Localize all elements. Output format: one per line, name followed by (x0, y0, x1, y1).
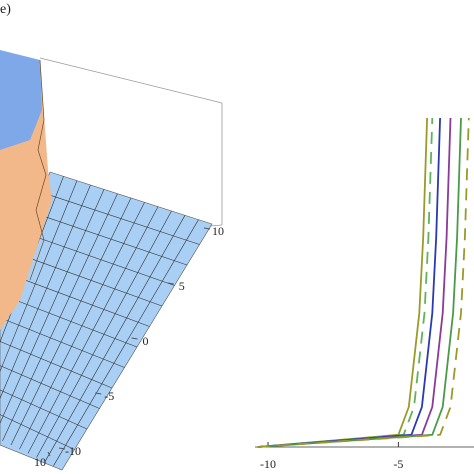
line-series (257, 117, 434, 448)
tick-mark (167, 282, 174, 285)
grid-line (0, 414, 75, 450)
x-tick-label: -10 (260, 457, 276, 471)
x-tick-label: 10 (34, 455, 46, 469)
y-tick-label: -5 (104, 389, 114, 403)
tick-mark (95, 392, 102, 395)
y-tick-label: 10 (212, 224, 224, 238)
line-series (257, 117, 441, 448)
x-tick-label: -5 (393, 457, 403, 471)
y-tick-label: 5 (179, 279, 185, 293)
surface-top (0, 50, 42, 150)
tick-mark (131, 337, 138, 340)
grid-line (0, 389, 88, 430)
y-tick-label: 0 (143, 334, 149, 348)
surface-edge (29, 59, 47, 281)
surface-grid (0, 176, 200, 466)
line-series (257, 117, 462, 448)
grid-line (53, 219, 199, 466)
panel-label: e) (0, 2, 11, 17)
line-series (257, 117, 470, 448)
tick-mark (203, 227, 211, 230)
y-tick-label: -10 (65, 444, 81, 458)
tick-mark (58, 447, 66, 450)
tick-mark (47, 451, 51, 457)
line-series (257, 117, 428, 448)
